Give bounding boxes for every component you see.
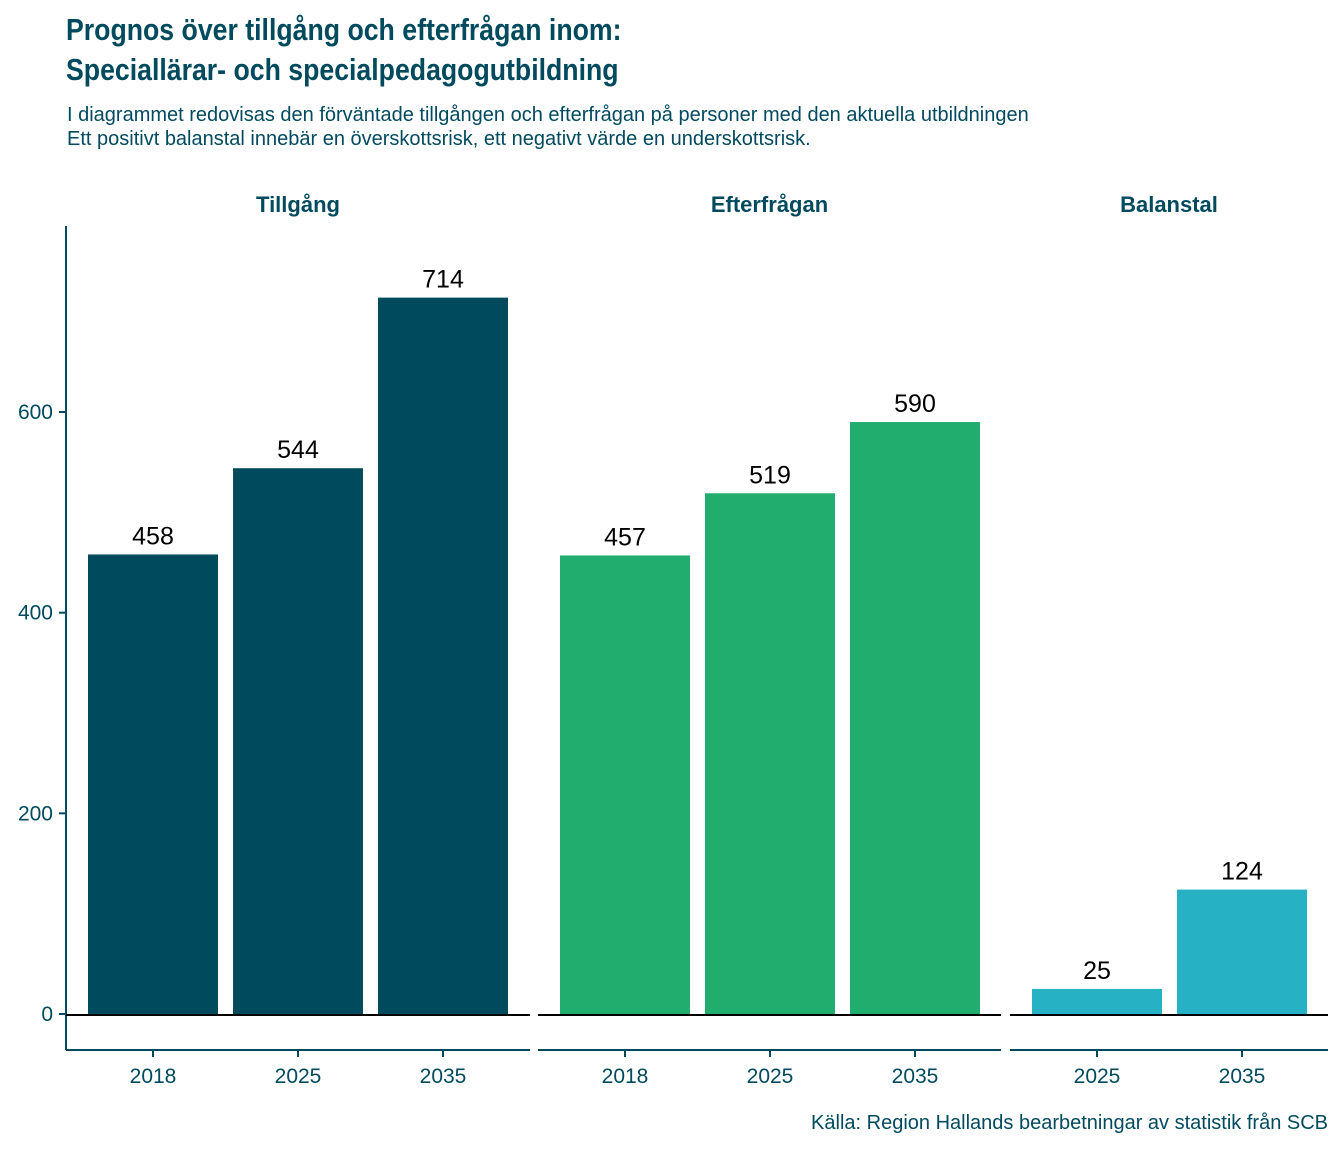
data-label: 124 [1221, 858, 1263, 886]
x-tick-label: 2025 [275, 1065, 322, 1088]
facet-title: Efterfrågan [711, 192, 828, 217]
facet-title: Tillgång [256, 192, 340, 217]
bar [1032, 988, 1162, 1014]
y-tick-label: 0 [41, 1003, 53, 1026]
chart-subtitle: I diagrammet redovisas den förväntade ti… [67, 103, 1029, 151]
bar [560, 555, 690, 1014]
x-tick-label: 2035 [420, 1065, 467, 1088]
bar [378, 297, 508, 1014]
chart-title: Prognos över tillgång och efterfrågan in… [66, 10, 621, 90]
bar [88, 554, 218, 1014]
y-tick-label: 600 [18, 401, 53, 424]
data-label: 25 [1083, 957, 1111, 985]
x-tick-label: 2035 [892, 1065, 939, 1088]
data-label: 590 [894, 390, 936, 418]
x-tick-label: 2018 [130, 1065, 177, 1088]
chart-title-line-1: Prognos över tillgång och efterfrågan in… [66, 12, 622, 47]
data-label: 458 [132, 522, 174, 550]
chart-subtitle-line-2: Ett positivt balanstal innebär en översk… [67, 128, 811, 150]
bar [705, 493, 835, 1014]
bar [1177, 889, 1307, 1014]
data-label: 544 [277, 436, 319, 464]
data-label: 457 [604, 523, 646, 551]
bar [233, 468, 363, 1015]
chart-title-line-2: Speciallärar- och specialpedagogutbildni… [66, 52, 619, 87]
data-label: 519 [749, 461, 791, 489]
source-caption: Källa: Region Hallands bearbetningar av … [811, 1112, 1328, 1134]
x-tick-label: 2035 [1219, 1065, 1266, 1088]
facet-title: Balanstal [1120, 192, 1218, 217]
bar [850, 422, 980, 1014]
chart-subtitle-line-1: I diagrammet redovisas den förväntade ti… [67, 104, 1029, 126]
y-tick-label: 200 [18, 802, 53, 825]
y-tick-label: 400 [18, 602, 53, 625]
x-tick-label: 2025 [747, 1065, 794, 1088]
data-label: 714 [422, 266, 464, 294]
x-tick-label: 2025 [1074, 1065, 1121, 1088]
x-tick-label: 2018 [602, 1065, 649, 1088]
